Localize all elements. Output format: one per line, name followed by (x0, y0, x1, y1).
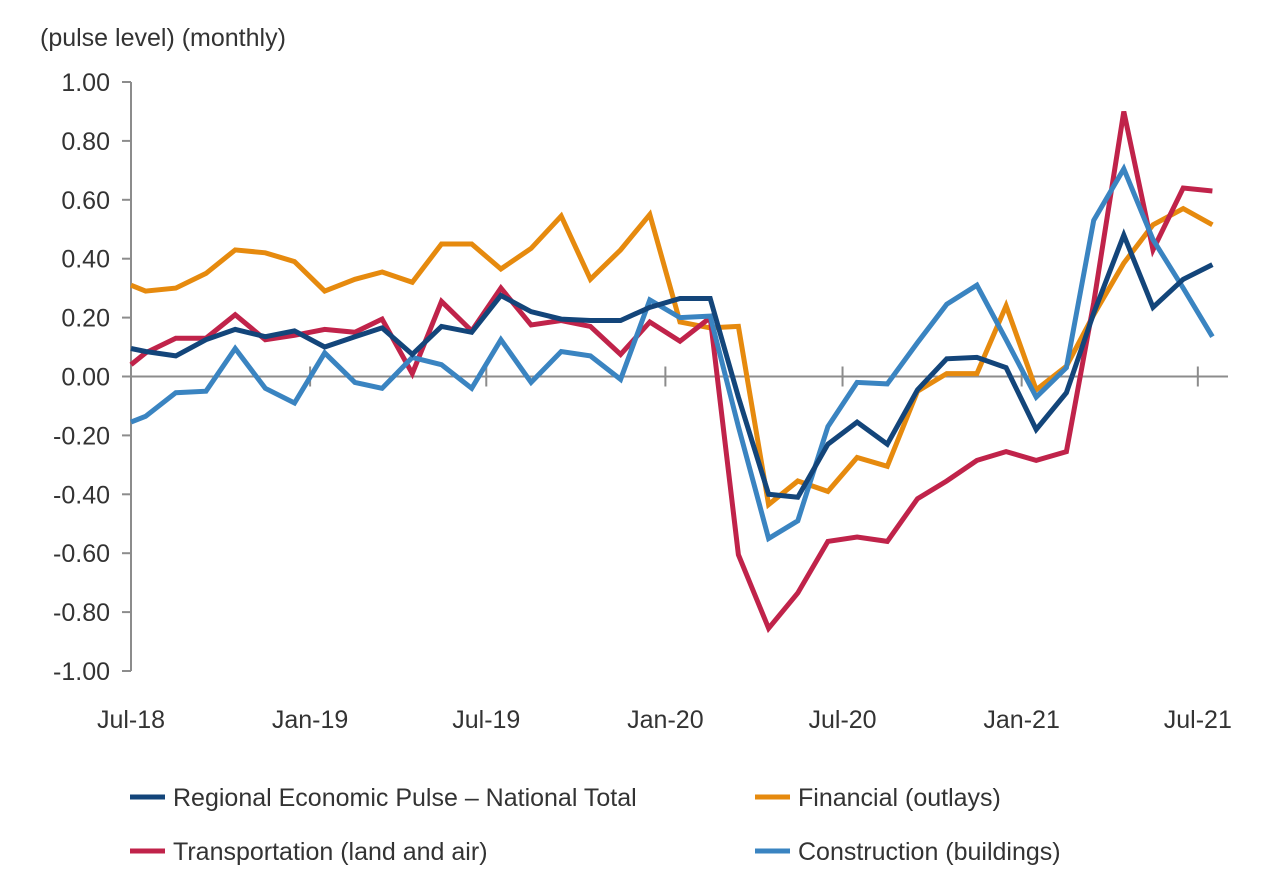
x-tick-label: Jan-21 (983, 706, 1059, 734)
legend-label: Regional Economic Pulse – National Total (173, 784, 637, 812)
y-tick-label: -0.80 (53, 599, 110, 627)
legend-label: Construction (buildings) (798, 838, 1061, 866)
legend-label: Transportation (land and air) (173, 838, 488, 866)
y-axis-label: (pulse level) (monthly) (40, 24, 286, 52)
y-tick-label: 0.40 (61, 246, 110, 274)
series-line-2 (129, 110, 1213, 634)
plot-area (129, 110, 1215, 634)
y-tick-label: 0.00 (61, 364, 110, 392)
x-tick-label: Jan-20 (627, 706, 703, 734)
y-tick-label: -0.60 (53, 540, 110, 568)
legend: Regional Economic Pulse – National Total… (130, 784, 1061, 866)
y-axis: 1.00 0.80 0.60 0.40 0.20 0.00 -0.20 -0.40 -0.60 -… (53, 69, 132, 686)
x-tick-label: Jul-20 (808, 706, 876, 734)
x-tick-label: Jul-18 (97, 706, 165, 734)
x-tick-label: Jul-19 (452, 706, 520, 734)
x-tick-label: Jul-21 (1164, 706, 1232, 734)
y-tick-label: -1.00 (53, 658, 110, 686)
series-line-0 (130, 228, 1214, 500)
y-tick-label: -0.20 (53, 422, 110, 450)
y-tick-label: -0.40 (53, 481, 110, 509)
x-tick-label: Jan-19 (272, 706, 348, 734)
y-tick-label: 0.80 (61, 128, 110, 156)
y-tick-label: 0.20 (61, 305, 110, 333)
legend-label: Financial (outlays) (798, 784, 1001, 812)
x-axis: Jul-18 Jan-19 Jul-19 Jan-20 Jul-20 Jan-21 Jul-… (97, 366, 1232, 734)
series-line-1 (130, 205, 1214, 510)
y-tick-label: 0.60 (61, 187, 110, 215)
y-tick-label: 1.00 (61, 69, 110, 97)
series-line-3 (130, 163, 1215, 543)
